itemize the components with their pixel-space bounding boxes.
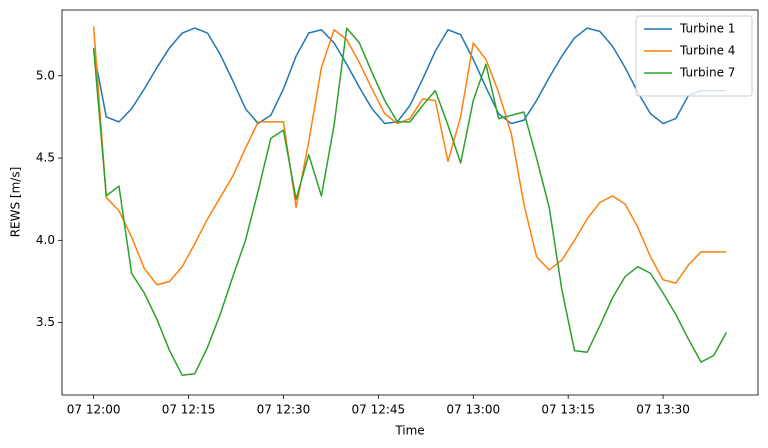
series-line	[92, 27, 728, 377]
x-tick-label: 07 12:15	[162, 403, 216, 417]
series-line	[92, 26, 727, 286]
y-tick-label: 5.0	[36, 68, 55, 82]
x-axis-label: Time	[394, 424, 424, 438]
x-tick-label: 07 13:15	[541, 403, 595, 417]
legend-label: Turbine 4	[679, 44, 735, 58]
y-tick-label: 4.5	[36, 151, 55, 165]
x-tick-label: 07 13:30	[636, 403, 690, 417]
y-tick-label: 4.0	[36, 233, 55, 247]
series-line	[92, 27, 727, 125]
legend-label: Turbine 1	[679, 22, 735, 36]
x-tick-label: 07 12:00	[67, 403, 121, 417]
y-axis-label: REWS [m/s]	[9, 167, 23, 238]
legend-label: Turbine 7	[679, 66, 735, 80]
x-tick-label: 07 12:45	[352, 403, 406, 417]
x-tick-label: 07 13:00	[446, 403, 500, 417]
y-tick-label: 3.5	[36, 315, 55, 329]
plot-frame	[61, 9, 759, 396]
legend-box	[635, 15, 753, 97]
x-tick-label: 07 12:30	[257, 403, 311, 417]
legend: Turbine 1 Turbine 4 Turbine 7	[635, 15, 753, 97]
